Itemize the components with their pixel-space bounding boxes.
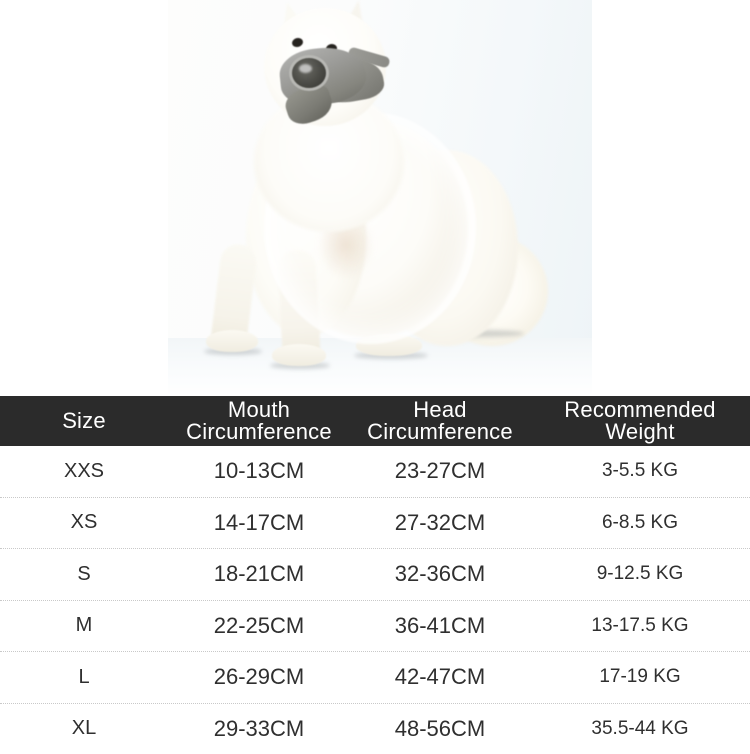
cell-weight: 9-12.5 KG [530,563,750,585]
table-row: S 18-21CM 32-36CM 9-12.5 KG [0,549,750,601]
table-row: XXS 10-13CM 23-27CM 3-5.5 KG [0,446,750,498]
column-header-mouth-line2: Circumference [168,421,350,443]
column-header-weight-line1: Recommended [530,399,750,421]
muzzle-nose-highlight [299,64,312,73]
table-row: L 26-29CM 42-47CM 17-19 KG [0,652,750,704]
cell-mouth: 29-33CM [168,716,350,742]
table-row: XS 14-17CM 27-32CM 6-8.5 KG [0,498,750,550]
muzzle-nose-opening [292,58,326,88]
column-header-head-circumference: Head Circumference [350,399,530,444]
size-table: Size Mouth Circumference Head Circumfere… [0,396,750,754]
column-header-size-line1: Size [0,410,168,432]
dog-paw [206,330,258,352]
cell-weight: 13-17.5 KG [530,615,750,637]
cell-mouth: 10-13CM [168,458,350,484]
column-header-mouth-line1: Mouth [168,399,350,421]
cell-size: XS [0,511,168,534]
cell-head: 32-36CM [350,561,530,587]
cell-head: 23-27CM [350,458,530,484]
cell-head: 48-56CM [350,716,530,742]
cell-weight: 6-8.5 KG [530,512,750,534]
cell-weight: 3-5.5 KG [530,460,750,482]
cell-size: XL [0,717,168,740]
table-row: XL 29-33CM 48-56CM 35.5-44 KG [0,704,750,754]
table-row: M 22-25CM 36-41CM 13-17.5 KG [0,601,750,653]
cell-size: S [0,563,168,586]
cell-weight: 17-19 KG [530,666,750,688]
cell-head: 27-32CM [350,510,530,536]
dog-illustration [168,0,592,396]
size-table-header-row: Size Mouth Circumference Head Circumfere… [0,396,750,446]
column-header-weight-line2: Weight [530,421,750,443]
product-photo-area [0,0,750,396]
column-header-size: Size [0,410,168,432]
cell-mouth: 18-21CM [168,561,350,587]
column-header-head-line2: Circumference [350,421,530,443]
column-header-mouth-circumference: Mouth Circumference [168,399,350,444]
cell-size: XXS [0,460,168,483]
column-header-head-line1: Head [350,399,530,421]
cell-head: 42-47CM [350,664,530,690]
cell-mouth: 22-25CM [168,613,350,639]
dog-paw [272,344,326,366]
cell-mouth: 14-17CM [168,510,350,536]
column-header-recommended-weight: Recommended Weight [530,399,750,444]
cell-size: L [0,666,168,689]
dog-product-photo [168,0,592,396]
cell-mouth: 26-29CM [168,664,350,690]
cell-weight: 35.5-44 KG [530,718,750,740]
cell-head: 36-41CM [350,613,530,639]
cell-size: M [0,614,168,637]
